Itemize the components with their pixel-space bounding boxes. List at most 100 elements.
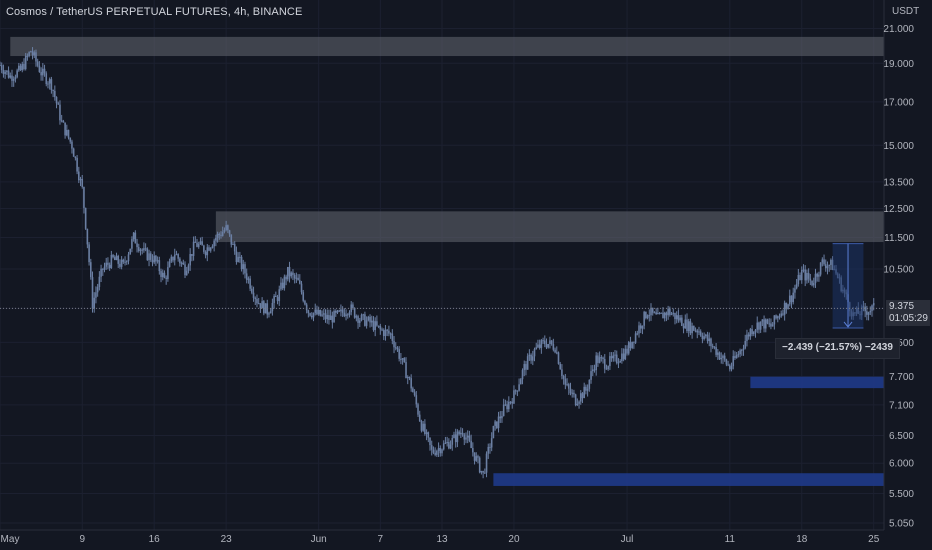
candle-body	[655, 312, 657, 315]
candle-body	[406, 377, 409, 379]
time-tick-label: Jun	[311, 534, 327, 545]
candle-body	[400, 358, 402, 360]
candle-body	[45, 73, 48, 85]
candle-body	[93, 297, 96, 309]
resistance-zone[interactable]	[10, 36, 885, 57]
candle-body	[21, 63, 24, 71]
candle-body	[26, 55, 29, 57]
candle-body	[583, 386, 585, 399]
candle-body	[689, 321, 692, 334]
candle-body	[281, 282, 284, 289]
time-axis[interactable]: May 9 16 23 Jun 7 13 20 Jul 11 18 25	[1, 534, 880, 545]
candle-body	[713, 346, 716, 348]
candle-body	[69, 137, 72, 142]
candle-body	[175, 254, 178, 256]
candle-body	[0, 65, 1, 67]
candle-body	[0, 65, 3, 71]
candle-body	[16, 70, 18, 78]
candle-body	[35, 52, 37, 62]
candle-body	[377, 325, 380, 327]
candle-body	[432, 449, 435, 453]
candle-body	[307, 310, 310, 314]
candle-body	[108, 264, 111, 268]
candle-body	[57, 103, 60, 105]
candle-body	[240, 256, 243, 270]
candle-body	[439, 447, 442, 454]
support-zone[interactable]	[493, 473, 884, 486]
candle-body	[177, 254, 179, 259]
candle-body	[511, 401, 514, 404]
candle-body	[321, 314, 323, 316]
price-tick-label: 19.000	[883, 59, 914, 70]
candle-body	[172, 256, 174, 261]
candle-body	[595, 355, 597, 371]
price-tick-label: 15.000	[883, 141, 914, 152]
chart-title[interactable]: Cosmos / TetherUS PERPETUAL FUTURES, 4h,…	[6, 6, 303, 18]
time-tick-label: 20	[508, 534, 520, 545]
candle-body	[586, 388, 589, 391]
candle-body	[326, 315, 329, 320]
candle-body	[646, 315, 649, 319]
candle-body	[567, 384, 570, 389]
candle-body	[386, 329, 388, 331]
candle-body	[247, 278, 250, 280]
candle-body	[470, 440, 472, 449]
candle-body	[461, 432, 464, 435]
candle-body	[814, 273, 817, 284]
candle-body	[122, 259, 125, 262]
candle-body	[521, 370, 524, 380]
candle-body	[179, 258, 181, 264]
candle-body	[24, 55, 27, 70]
current-price-tag: 9.375 01:05:29	[886, 300, 930, 326]
candle-body	[12, 79, 15, 81]
candle-body	[729, 365, 731, 370]
candle-body	[737, 354, 740, 356]
candle-body	[717, 352, 719, 355]
candle-body	[341, 309, 344, 313]
candle-body	[867, 312, 870, 315]
candle-body	[598, 357, 601, 363]
candle-body	[353, 307, 356, 318]
candle-body	[650, 307, 652, 316]
candle-body	[9, 75, 12, 78]
price-axis[interactable]: 21.000 19.000 17.000 15.000 13.500 12.500 11.5…	[883, 24, 914, 530]
candle-body	[636, 333, 639, 335]
measure-label: −2.439 (−21.57%) −2439	[775, 338, 900, 359]
candle-body	[427, 432, 430, 438]
candle-body	[95, 292, 97, 298]
candle-body	[487, 446, 490, 454]
candle-body	[115, 255, 118, 261]
measurement-tool[interactable]	[832, 243, 864, 329]
candle-body	[576, 403, 579, 406]
candle-body	[679, 317, 681, 321]
candle-body	[746, 334, 748, 341]
candle-body	[211, 246, 214, 248]
candle-body	[705, 334, 707, 337]
candle-body	[324, 313, 327, 320]
candle-body	[782, 313, 784, 315]
candle-body	[566, 384, 568, 386]
candle-body	[694, 330, 697, 332]
candle-body	[473, 452, 476, 461]
candle-body	[718, 352, 721, 360]
candle-body	[67, 129, 70, 138]
candle-body	[703, 336, 705, 340]
candle-body	[18, 65, 20, 71]
candle-body	[811, 280, 813, 286]
candle-body	[33, 52, 36, 56]
candle-body	[223, 230, 226, 232]
resistance-zone[interactable]	[215, 211, 884, 243]
candle-body	[388, 330, 390, 334]
candle-body	[88, 244, 90, 263]
candle-body	[280, 282, 282, 290]
support-zone[interactable]	[750, 376, 884, 389]
candle-body	[531, 356, 534, 361]
candle-body	[74, 156, 77, 158]
candle-body	[588, 379, 591, 389]
candle-body	[30, 51, 32, 53]
candle-body	[795, 284, 798, 289]
candle-body	[367, 316, 370, 321]
candle-body	[76, 157, 78, 172]
candle-body	[259, 303, 262, 309]
